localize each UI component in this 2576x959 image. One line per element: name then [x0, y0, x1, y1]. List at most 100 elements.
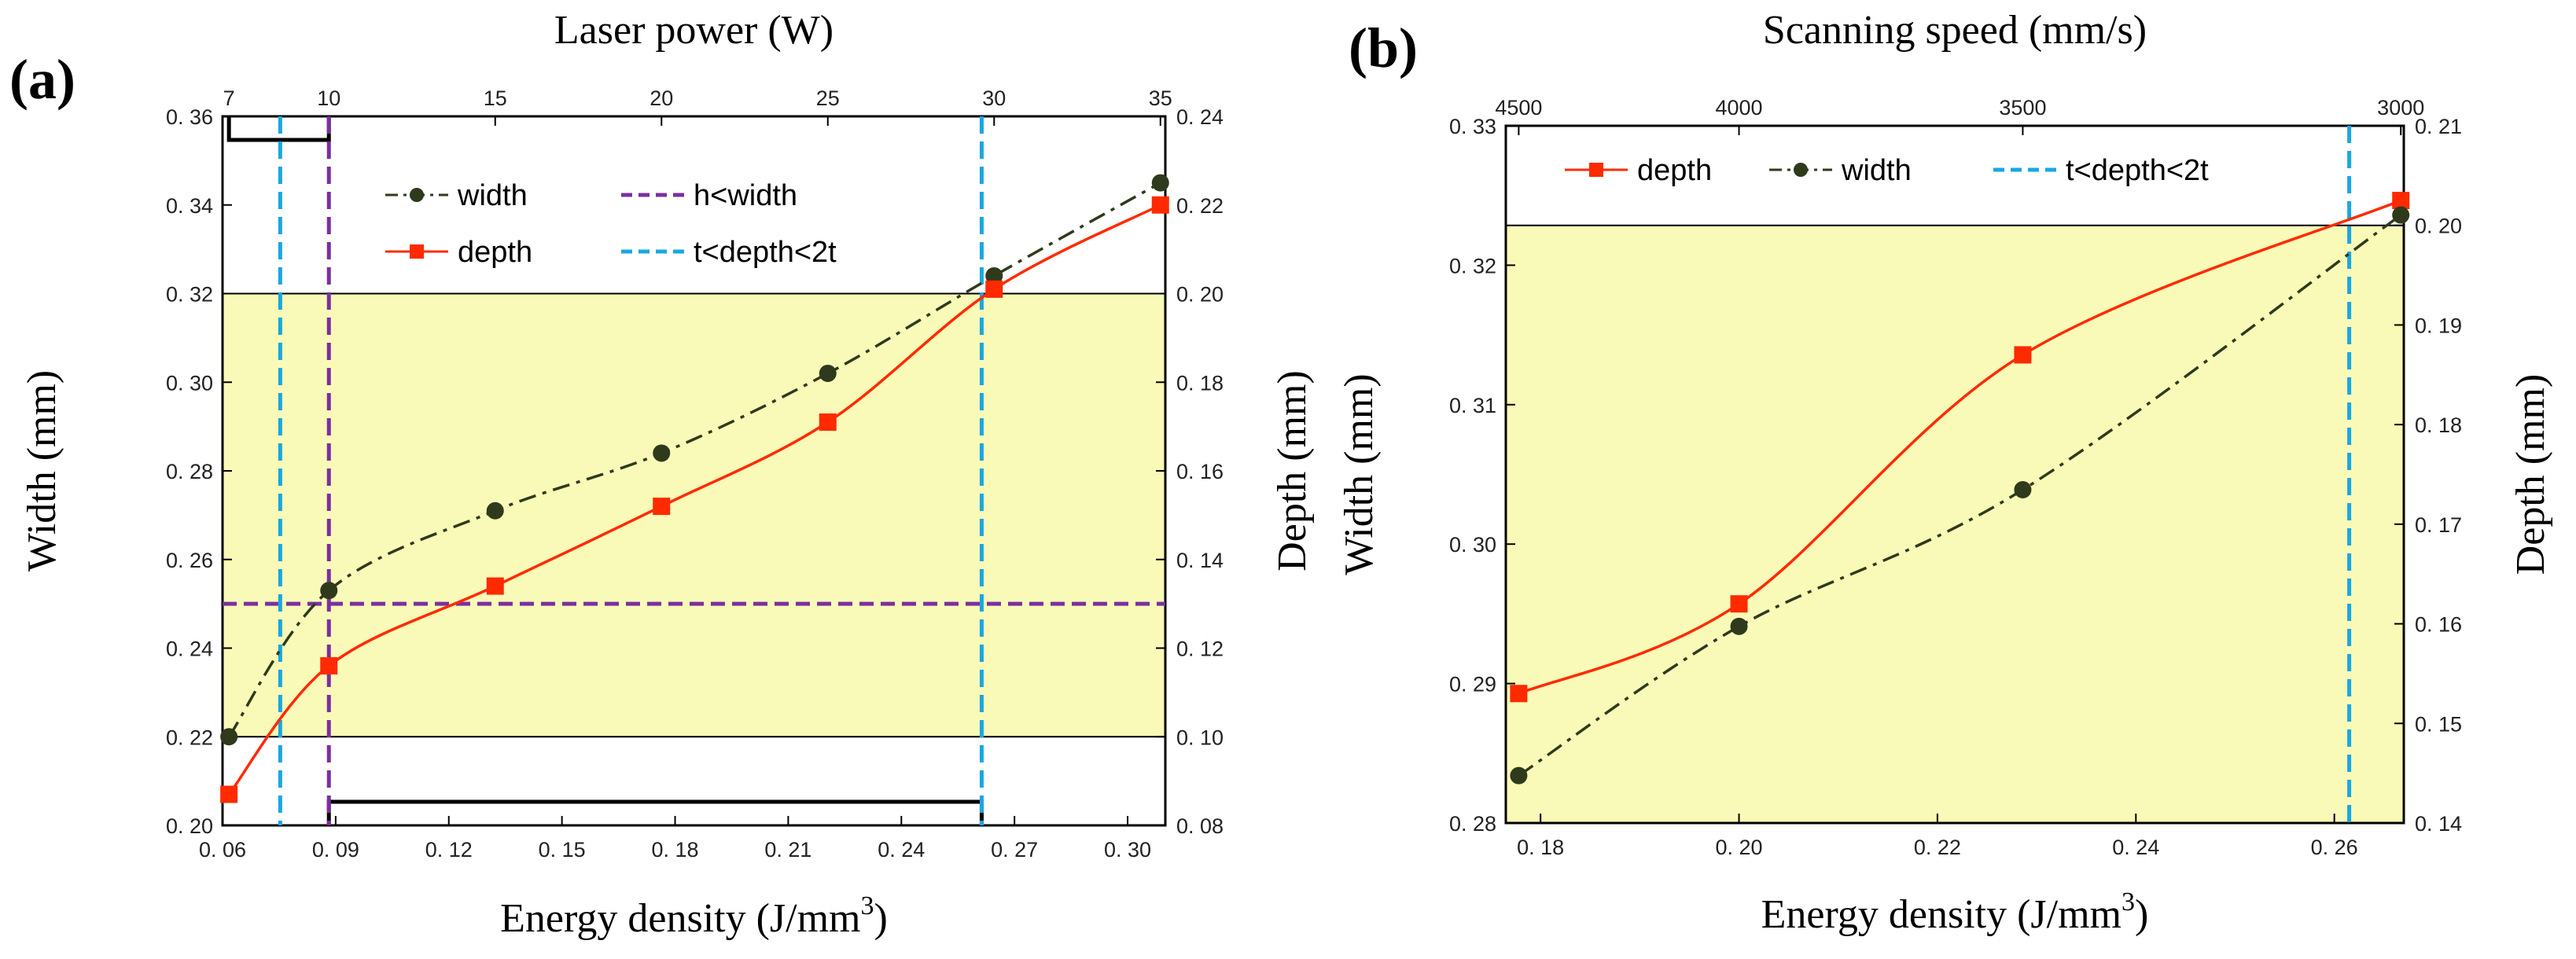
x-tick-label: 0. 15 [539, 838, 586, 862]
panel-a: 0. 06 0. 09 0. 12 0. 15 0. 18 0. 21 0. 24 0. 27… [9, 8, 1315, 941]
top-axis-title: Laser power (W) [554, 8, 834, 53]
y-right-tick-label: 0. 20 [1176, 283, 1224, 307]
legend-depth-marker [410, 244, 424, 259]
x-tick-label: 0. 30 [1104, 838, 1151, 862]
shaded-band [1506, 225, 2404, 823]
x-tick-label: 0. 24 [878, 838, 925, 862]
y-right-tick-label: 0. 15 [2415, 712, 2462, 736]
legend-label: width [1841, 154, 1912, 187]
y-right-tick-label: 0. 14 [2415, 812, 2462, 836]
y-left-tick-label: 0. 36 [166, 105, 213, 129]
series-width-point [1730, 617, 1748, 635]
series-depth-point [320, 657, 338, 675]
series-depth-point [2014, 346, 2032, 364]
top-tick-label: 10 [317, 86, 340, 110]
y-right-axis-title: Depth (mm) [1270, 370, 1315, 571]
x-tick-label: 0. 09 [312, 838, 359, 862]
y-right-axis-title: Depth (mm) [2508, 374, 2553, 575]
y-left-tick-label: 0. 31 [1449, 394, 1496, 417]
legend-width-marker [410, 188, 424, 202]
series-depth-point [1730, 595, 1748, 613]
y-right-tick-label: 0. 12 [1176, 637, 1224, 661]
y-right-tick-label: 0. 16 [2415, 613, 2462, 637]
series-depth-point [653, 498, 671, 516]
x-tick-label: 0. 26 [2311, 836, 2358, 859]
y-left-tick-label: 0. 32 [166, 283, 213, 307]
bottom-bracket [326, 799, 984, 825]
y-right-tick-label: 0. 22 [1176, 194, 1224, 218]
top-tick-label: 4500 [1495, 96, 1542, 119]
top-tick-label: 35 [1149, 86, 1172, 110]
x-axis-title: Energy density (J/mm3) [1761, 887, 2149, 937]
top-tick-label: 7 [223, 86, 235, 110]
legend-label: width [457, 179, 528, 212]
series-depth-point [2392, 192, 2410, 210]
top-tick-label: 25 [816, 86, 840, 110]
top-tick-label: 3500 [1999, 96, 2046, 119]
x-tick-label: 0. 21 [764, 838, 811, 862]
y-left-tick-label: 0. 30 [166, 371, 213, 395]
y-right-tick-label: 0. 19 [2415, 314, 2462, 337]
y-left-tick-label: 0. 28 [1449, 812, 1496, 836]
x-axis-title: Energy density (J/mm3) [500, 891, 888, 941]
y-left-tick-label: 0. 33 [1449, 115, 1496, 138]
y-left-tick-label: 0. 28 [166, 460, 213, 483]
y-right-tick-label: 0. 08 [1176, 814, 1224, 838]
series-depth-point [1510, 685, 1528, 703]
panel-label: (b) [1349, 17, 1418, 79]
series-depth-point [486, 577, 504, 595]
legend-label: t<depth<2t [694, 236, 837, 269]
y-left-tick-label: 0. 22 [166, 726, 213, 749]
top-tick-label: 30 [982, 86, 1006, 110]
x-tick-label: 0. 18 [651, 838, 698, 862]
y-right-tick-label: 0. 14 [1176, 549, 1224, 572]
series-depth-point [985, 280, 1003, 298]
legend-label: t<depth<2t [2066, 154, 2209, 187]
y-left-tick-label: 0. 29 [1449, 673, 1496, 696]
x-tick-label: 0. 12 [425, 838, 473, 862]
series-width-point [2392, 206, 2410, 224]
x-tick-label: 0. 20 [1716, 836, 1763, 859]
y-left-axis-title: Width (mm) [1337, 373, 1382, 575]
y-left-tick-label: 0. 30 [1449, 533, 1496, 557]
series-width-point [2014, 481, 2032, 499]
top-tick-label: 20 [650, 86, 673, 110]
y-left-tick-label: 0. 26 [166, 549, 213, 572]
series-depth-point [819, 413, 837, 431]
plot-frame [1504, 124, 2405, 825]
y-right-tick-label: 0. 24 [1176, 105, 1224, 129]
series-width-point [1151, 174, 1169, 192]
y-right-tick-label: 0. 17 [2415, 513, 2462, 537]
y-right-tick-label: 0. 10 [1176, 726, 1224, 749]
y-right-tick-label: 0. 18 [1176, 371, 1224, 395]
y-left-tick-label: 0. 32 [1449, 254, 1496, 277]
top-tick-label: 15 [484, 86, 507, 110]
panel-label: (a) [9, 48, 75, 111]
y-right-tick-label: 0. 21 [2415, 115, 2462, 138]
x-tick-label: 0. 27 [991, 838, 1038, 862]
series-depth-line [1518, 199, 2401, 695]
series-width-point [220, 728, 238, 746]
panel-b: 0. 18 0. 20 0. 22 0. 24 0. 26 4500 4000 3500 300… [1337, 8, 2553, 937]
y-left-tick-label: 0. 34 [166, 194, 213, 218]
x-tick-label: 0. 24 [2112, 836, 2159, 859]
top-tick-label: 3000 [2377, 96, 2424, 119]
legend-label: h<width [694, 179, 797, 212]
series-width-point [985, 266, 1003, 285]
top-tick-label: 4000 [1716, 96, 1763, 119]
series-width-point [486, 502, 504, 520]
series-depth-point [1151, 196, 1169, 214]
x-tick-label: 0. 18 [1517, 836, 1564, 859]
series-width-point [320, 582, 338, 600]
top-axis-title: Scanning speed (mm/s) [1763, 8, 2147, 53]
x-tick-label: 0. 06 [199, 838, 246, 862]
y-left-tick-label: 0. 20 [166, 814, 213, 838]
legend-depth-marker [1589, 163, 1603, 177]
y-left-tick-label: 0. 24 [166, 637, 213, 661]
legend-width-marker [1794, 163, 1808, 177]
series-width-point [653, 444, 671, 462]
series-width-point [1510, 766, 1528, 784]
x-tick-label: 0. 22 [1914, 836, 1961, 859]
y-right-tick-label: 0. 16 [1176, 460, 1224, 483]
